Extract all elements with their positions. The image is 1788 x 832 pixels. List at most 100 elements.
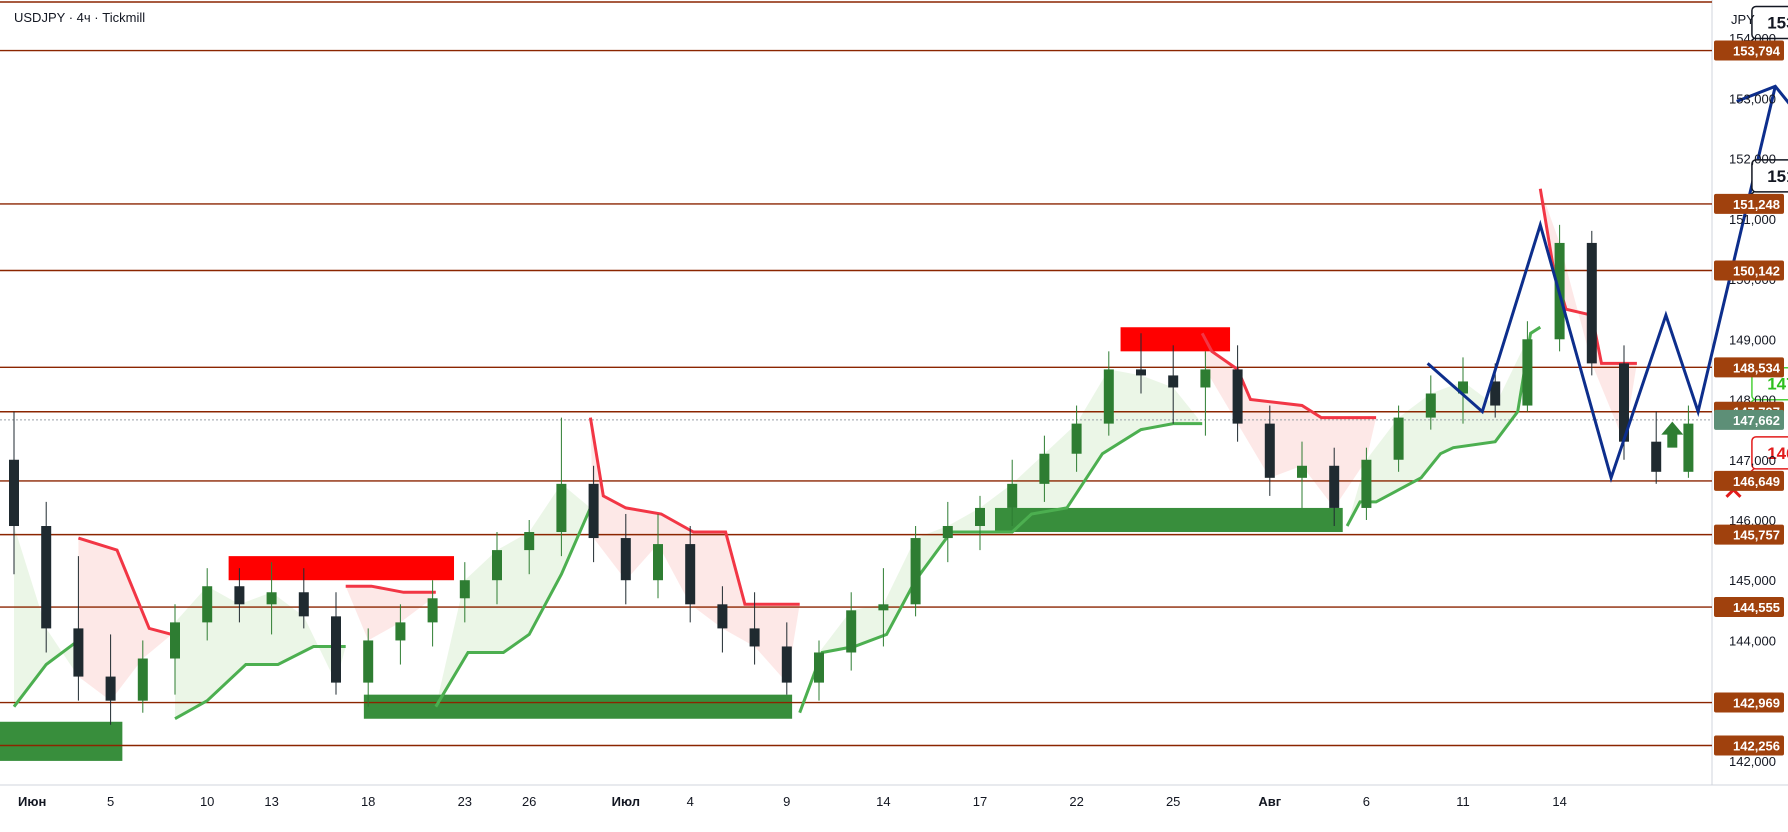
current-price-badge[interactable] bbox=[1714, 409, 1784, 430]
level-price-badge[interactable] bbox=[1714, 470, 1784, 491]
candle[interactable] bbox=[395, 604, 406, 665]
forecast-path[interactable] bbox=[1426, 85, 1777, 483]
level-price-badge[interactable] bbox=[1714, 260, 1784, 281]
candle[interactable] bbox=[846, 592, 857, 671]
candle[interactable] bbox=[363, 628, 374, 707]
supertrend-line-up[interactable] bbox=[434, 507, 592, 708]
candle[interactable] bbox=[1329, 447, 1340, 527]
candle[interactable] bbox=[1651, 411, 1662, 484]
candle[interactable] bbox=[73, 556, 84, 701]
candle[interactable] bbox=[685, 526, 696, 623]
candle-body bbox=[588, 483, 599, 539]
candle[interactable] bbox=[105, 634, 116, 725]
supertrend-line-down[interactable] bbox=[1538, 188, 1637, 365]
supertrend-line-up[interactable] bbox=[12, 639, 80, 708]
candle[interactable] bbox=[1586, 230, 1597, 376]
level-price-badge[interactable] bbox=[1714, 193, 1784, 214]
candle[interactable] bbox=[620, 513, 631, 605]
currency-label[interactable]: JPY bbox=[1731, 12, 1755, 27]
candle[interactable] bbox=[137, 640, 148, 713]
candle[interactable] bbox=[1200, 351, 1211, 436]
level-price-badge[interactable] bbox=[1714, 524, 1784, 545]
supertrend-line-down[interactable] bbox=[77, 536, 173, 636]
candle[interactable] bbox=[749, 592, 760, 665]
candle[interactable] bbox=[814, 640, 824, 701]
candle[interactable] bbox=[202, 568, 213, 641]
forecast-arrowhead bbox=[1736, 84, 1788, 105]
candle[interactable] bbox=[298, 568, 309, 629]
candle[interactable] bbox=[524, 519, 535, 575]
candle-body bbox=[942, 526, 953, 539]
demand-zone[interactable] bbox=[363, 694, 793, 719]
candle[interactable] bbox=[975, 495, 985, 551]
level-price-badge[interactable] bbox=[1714, 40, 1784, 61]
candle-body bbox=[105, 676, 116, 701]
candle[interactable] bbox=[1136, 333, 1146, 394]
supertrend-line-down[interactable] bbox=[345, 584, 436, 594]
candle[interactable] bbox=[9, 411, 19, 575]
time-tick-label: 14 bbox=[876, 794, 890, 809]
demand-zone[interactable] bbox=[994, 507, 1343, 533]
timeframe-label[interactable]: 4ч bbox=[76, 10, 91, 25]
candle[interactable] bbox=[1425, 375, 1436, 430]
candle[interactable] bbox=[1168, 345, 1179, 424]
level-price-badge[interactable] bbox=[1714, 357, 1784, 378]
candle[interactable] bbox=[170, 604, 180, 695]
level-price-badge[interactable] bbox=[1714, 597, 1784, 618]
candle[interactable] bbox=[41, 501, 52, 653]
candle-body bbox=[266, 592, 277, 605]
time-tick-label: 10 bbox=[200, 794, 214, 809]
candle[interactable] bbox=[1393, 405, 1404, 472]
candle-body bbox=[363, 640, 374, 683]
level-price-badge[interactable] bbox=[1714, 692, 1784, 713]
candle[interactable] bbox=[1039, 435, 1050, 502]
candle[interactable] bbox=[234, 568, 245, 623]
candle[interactable] bbox=[1264, 405, 1275, 496]
candle[interactable] bbox=[266, 562, 277, 635]
candle[interactable] bbox=[1554, 224, 1565, 352]
candle[interactable] bbox=[781, 622, 792, 695]
price-callout[interactable]: 146,649 bbox=[1737, 436, 1788, 483]
candle[interactable] bbox=[1297, 441, 1307, 508]
candle[interactable] bbox=[1683, 405, 1694, 478]
candle-body bbox=[298, 592, 309, 617]
supply-zone[interactable] bbox=[228, 556, 455, 581]
supply-zone[interactable] bbox=[1120, 327, 1231, 352]
candle[interactable] bbox=[492, 532, 502, 605]
demand-zone[interactable] bbox=[0, 721, 123, 761]
symbol-label[interactable]: USDJPY bbox=[14, 10, 66, 25]
candle[interactable] bbox=[653, 513, 663, 599]
time-tick-label: 13 bbox=[264, 794, 278, 809]
price-callout[interactable]: 153,794 bbox=[1737, 5, 1788, 53]
candle-body bbox=[781, 646, 792, 683]
candle[interactable] bbox=[1232, 345, 1243, 442]
candle[interactable] bbox=[878, 568, 889, 647]
candle[interactable] bbox=[1071, 405, 1082, 472]
candle[interactable] bbox=[556, 417, 567, 557]
candle[interactable] bbox=[331, 592, 341, 695]
candle[interactable] bbox=[1458, 357, 1468, 424]
candle-body bbox=[1200, 369, 1211, 388]
candle[interactable] bbox=[1522, 321, 1533, 412]
candle-body bbox=[717, 604, 728, 629]
candle[interactable] bbox=[717, 586, 728, 653]
candle[interactable] bbox=[588, 465, 599, 563]
level-price-badge[interactable] bbox=[1714, 735, 1784, 756]
candle-body bbox=[1007, 483, 1018, 508]
callout-label: 151,248 bbox=[1767, 167, 1788, 186]
candle[interactable] bbox=[942, 501, 953, 563]
supertrend-line-down[interactable] bbox=[1200, 332, 1377, 420]
candle[interactable] bbox=[1361, 447, 1372, 520]
candle[interactable] bbox=[459, 562, 470, 623]
candle[interactable] bbox=[910, 526, 921, 617]
candle[interactable] bbox=[1103, 351, 1114, 436]
supertrend-fill-up bbox=[1347, 327, 1541, 526]
candle[interactable] bbox=[1007, 459, 1018, 527]
candle[interactable] bbox=[427, 580, 438, 647]
supertrend-line-up[interactable] bbox=[174, 645, 346, 721]
candles bbox=[9, 224, 1694, 725]
price-tick-label: 151,000 bbox=[1729, 212, 1776, 227]
supertrend-line-down[interactable] bbox=[588, 417, 800, 606]
